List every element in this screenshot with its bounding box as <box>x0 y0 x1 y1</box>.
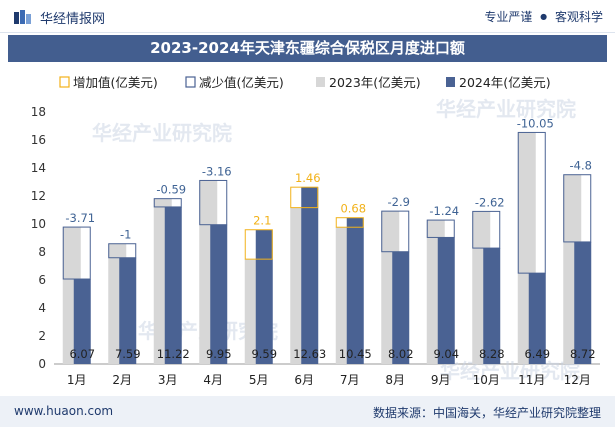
legend-swatch-2023 <box>316 77 325 87</box>
value-label-2024: 8.02 <box>388 347 414 361</box>
x-tick-label: 11月 <box>518 373 545 387</box>
bar-2024 <box>346 217 364 364</box>
change-label: -1 <box>120 228 131 242</box>
increase-box <box>290 186 319 209</box>
x-tick-label: 6月 <box>294 373 314 387</box>
change-label: -0.59 <box>156 183 186 197</box>
value-label-2024: 6.07 <box>69 347 95 361</box>
watermark-text: 华经产业研究院 <box>436 97 576 121</box>
chart: 024681012141618华经产业研究院华经产业研究院华经产业研究院华经产业… <box>31 75 600 387</box>
legend-label: 2024年(亿美元) <box>459 75 551 90</box>
decrease-box <box>472 210 501 249</box>
value-label-2024: 10.45 <box>339 347 372 361</box>
change-label: -2.62 <box>475 195 505 209</box>
decrease-box <box>426 219 455 238</box>
value-label-2024: 9.95 <box>206 347 232 361</box>
bar-2024 <box>437 237 455 364</box>
x-tick-label: 12月 <box>564 373 591 387</box>
legend-swatch-increase <box>59 76 70 88</box>
title-bar: 2023-2024年天津东疆综合保税区月度进口额 <box>8 35 607 62</box>
x-tick-label: 9月 <box>431 373 451 387</box>
y-tick-label: 18 <box>31 105 46 119</box>
legend-swatch-decrease <box>185 76 196 88</box>
y-tick-label: 14 <box>31 161 46 175</box>
decrease-box <box>62 226 91 280</box>
bar-2024 <box>164 206 182 364</box>
decrease-box <box>517 131 546 274</box>
bar-2024 <box>255 229 273 364</box>
bar-2024 <box>528 273 546 364</box>
x-tick-label: 7月 <box>340 373 360 387</box>
x-tick-label: 5月 <box>249 373 269 387</box>
y-tick-label: 10 <box>31 217 46 231</box>
chart-title: 2023-2024年天津东疆综合保税区月度进口额 <box>150 39 465 57</box>
tagline-part-2: 客观科学 <box>554 10 603 24</box>
bar-2024 <box>574 241 592 364</box>
watermark-text: 华经产业研究院 <box>92 121 232 145</box>
value-label-2024: 9.04 <box>433 347 459 361</box>
bar-2024 <box>392 251 410 364</box>
y-tick-label: 4 <box>38 301 46 315</box>
x-tick-label: 4月 <box>203 373 223 387</box>
change-label: 1.46 <box>295 171 321 185</box>
value-label-2024: 9.59 <box>251 347 277 361</box>
legend-label: 增加值(亿美元) <box>73 75 158 90</box>
decrease-box <box>199 179 228 226</box>
x-tick-label: 10月 <box>473 373 500 387</box>
value-label-2024: 8.28 <box>479 347 505 361</box>
change-label: 0.68 <box>340 202 366 216</box>
decrease-box <box>108 243 137 259</box>
y-tick-label: 0 <box>38 357 46 371</box>
x-tick-label: 1月 <box>67 373 87 387</box>
footer-source: 数据来源：中国海关，华经产业研究院整理 <box>372 406 601 420</box>
top-bar: 华经情报网 专业严谨 ● 客观科学 <box>0 0 615 33</box>
change-label: 2.1 <box>253 214 271 228</box>
bar-2024 <box>210 224 228 364</box>
value-label-2024: 12.63 <box>293 347 326 361</box>
y-tick-label: 2 <box>38 329 46 343</box>
bar-2024 <box>301 187 319 364</box>
value-label-2024: 7.59 <box>115 347 141 361</box>
increase-box <box>244 229 273 260</box>
change-label: -1.24 <box>429 204 459 218</box>
x-tick-label: 2月 <box>112 373 132 387</box>
legend-label: 2023年(亿美元) <box>329 75 421 90</box>
legend-swatch-2024 <box>446 77 455 87</box>
x-tick-label: 8月 <box>385 373 405 387</box>
value-label-2024: 6.49 <box>524 347 550 361</box>
x-tick-label: 3月 <box>158 373 178 387</box>
increase-box <box>335 217 364 228</box>
tagline-part-1: 专业严谨 <box>484 10 533 24</box>
legend-label: 减少值(亿美元) <box>199 75 284 90</box>
y-tick-label: 16 <box>31 133 46 147</box>
decrease-box <box>563 174 592 243</box>
change-label: -10.05 <box>517 116 554 130</box>
y-tick-label: 8 <box>38 245 46 259</box>
change-label: -4.8 <box>570 159 592 173</box>
footer-website: www.huaon.com <box>14 404 114 418</box>
bar-2024 <box>73 279 91 364</box>
bar-2024 <box>119 257 137 364</box>
value-label-2024: 8.72 <box>570 347 596 361</box>
change-label: -3.71 <box>65 211 95 225</box>
decrease-box <box>153 198 182 208</box>
tagline-separator: ● <box>540 12 548 21</box>
value-label-2024: 11.22 <box>157 347 190 361</box>
change-label: -2.9 <box>388 195 410 209</box>
y-tick-label: 12 <box>31 189 46 203</box>
decrease-box <box>381 210 410 253</box>
logo-text: 华经情报网 <box>40 12 106 27</box>
logo-icon <box>14 10 31 24</box>
tagline: 专业严谨 ● 客观科学 <box>484 8 603 25</box>
bar-2024 <box>483 248 501 364</box>
watermark-text: 华经产业研究院 <box>440 359 580 383</box>
y-tick-label: 6 <box>38 273 46 287</box>
change-label: -3.16 <box>202 164 232 178</box>
footer-bar: www.huaon.com 数据来源：中国海关，华经产业研究院整理 <box>0 396 615 427</box>
